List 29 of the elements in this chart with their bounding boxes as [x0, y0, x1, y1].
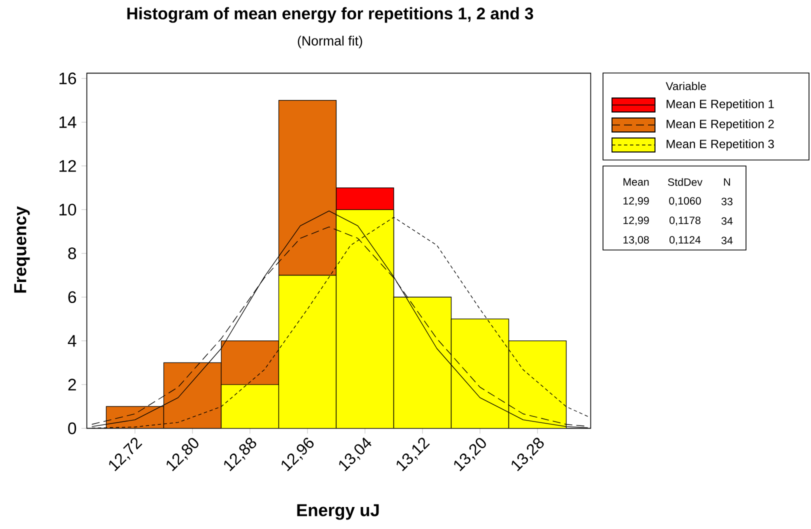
text: 0,1124 [670, 236, 701, 245]
y-tick-label: 2 [68, 378, 76, 390]
y-tick-label: 16 [59, 72, 76, 84]
y-tick-label: 4 [68, 335, 76, 347]
legend-label: Mean E Repetition 3 [666, 139, 774, 151]
y-tick-label: 14 [59, 116, 76, 128]
text: 34 [721, 217, 733, 225]
legend-title: Variable [666, 82, 706, 90]
y-tick-label: 6 [68, 291, 76, 304]
y-tick-label: 0 [68, 422, 76, 434]
y-axis-title: Frequency [14, 206, 30, 293]
y-tick-label: 12 [59, 160, 76, 172]
text: 0,1060 [669, 197, 701, 206]
text: 12,99 [623, 216, 649, 226]
text: N [724, 178, 730, 186]
legend-label: Mean E Repetition 2 [666, 119, 774, 131]
x-axis-title: Energy uJ [297, 504, 379, 520]
chart-subtitle: (Normal fit) [298, 36, 362, 48]
text: 13,08 [623, 236, 649, 245]
chart-title: Histogram of mean energy for repetitions 1, 2 and 3 [127, 7, 534, 23]
legend-label: Mean E Repetition 1 [666, 99, 774, 111]
text: 33 [721, 198, 732, 206]
text: Mean [624, 178, 649, 186]
text: StdDev [668, 178, 702, 186]
text: 12,99 [623, 197, 649, 206]
text: 0,1178 [670, 216, 700, 226]
y-tick-label: 8 [68, 247, 76, 260]
text: 34 [721, 236, 733, 244]
y-tick-label: 10 [59, 204, 76, 216]
